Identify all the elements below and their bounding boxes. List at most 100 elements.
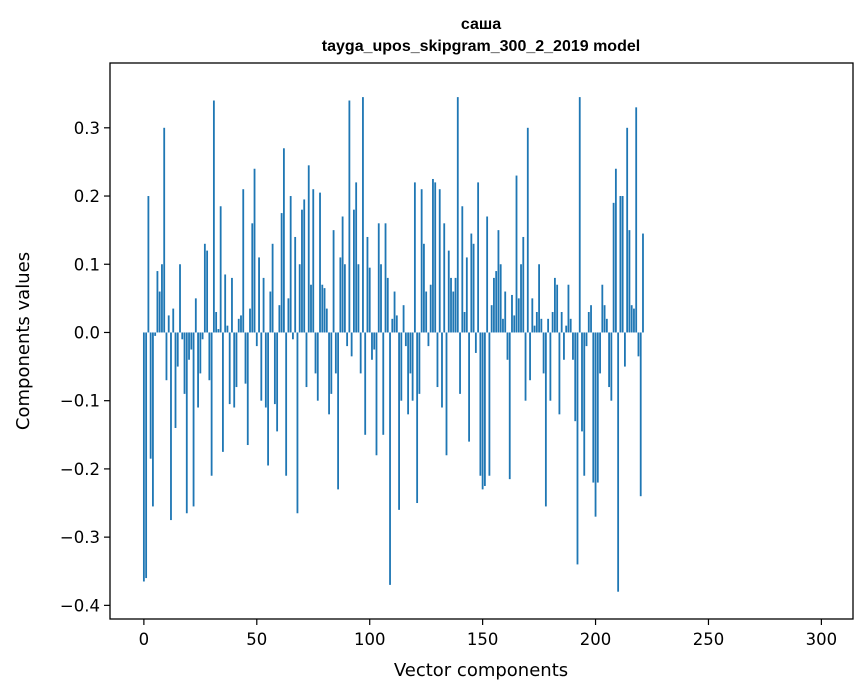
bar [350, 332, 353, 357]
bar [576, 332, 579, 565]
bar [292, 332, 294, 340]
bar [515, 175, 518, 333]
bar [355, 182, 358, 333]
bar [145, 332, 148, 579]
bar [459, 332, 461, 394]
bar [197, 332, 199, 408]
bar [386, 277, 389, 333]
y-tick-label: −0.1 [60, 392, 100, 411]
bar [526, 127, 529, 333]
bar [486, 216, 489, 333]
bar [172, 308, 175, 333]
bar [614, 168, 617, 333]
bar [583, 332, 586, 476]
bar [416, 332, 419, 504]
bar [188, 332, 190, 360]
bar [617, 332, 620, 592]
bar [470, 233, 473, 333]
bar [395, 315, 398, 333]
bar [493, 277, 495, 333]
bar [569, 318, 572, 333]
bar [154, 332, 157, 336]
bar [319, 192, 321, 333]
bar [269, 291, 272, 333]
bar [341, 216, 344, 333]
bar [246, 332, 249, 446]
bar [520, 264, 522, 333]
bar [142, 332, 145, 582]
bar [298, 264, 301, 333]
bar [330, 332, 333, 394]
y-tick-label: 0.0 [74, 323, 100, 342]
bar [490, 305, 493, 333]
bar [185, 332, 188, 514]
bar [287, 298, 290, 333]
bar [249, 308, 251, 333]
bar [434, 182, 437, 333]
bar [366, 236, 369, 333]
bar [404, 332, 407, 347]
bar [264, 332, 267, 408]
bar [637, 332, 640, 357]
x-axis-ticks: 0 50 100 150 200 250 300 [139, 619, 837, 649]
bar [398, 332, 400, 510]
bar [413, 182, 416, 333]
bar [278, 305, 281, 333]
bar [156, 271, 159, 333]
bar [285, 332, 288, 476]
bar [165, 332, 168, 381]
bar [423, 243, 425, 333]
bar [282, 148, 285, 333]
y-tick-label: −0.3 [60, 528, 100, 547]
bar [479, 332, 482, 476]
x-tick-label: 150 [467, 630, 499, 649]
bar [411, 332, 414, 401]
bar [540, 318, 543, 333]
bar [635, 107, 638, 333]
bar [427, 332, 430, 347]
bar [152, 332, 154, 507]
bar [228, 332, 231, 405]
bar [276, 332, 279, 432]
y-tick-label: −0.2 [60, 460, 100, 479]
bar [443, 223, 446, 333]
bar [400, 332, 403, 401]
bar [271, 243, 274, 333]
bar [258, 257, 260, 333]
bar [240, 315, 242, 333]
bar [438, 189, 441, 333]
bar [235, 332, 238, 388]
bar [267, 332, 269, 466]
bar [183, 332, 186, 394]
bar [215, 312, 218, 333]
bar [210, 332, 213, 476]
bar [255, 332, 258, 347]
bar [587, 312, 590, 333]
bar [581, 332, 583, 432]
x-tick-label: 50 [246, 630, 267, 649]
bar [574, 332, 577, 422]
x-tick-label: 250 [693, 630, 725, 649]
bar [447, 250, 450, 333]
bar [147, 196, 150, 333]
bar [163, 127, 166, 333]
bar [630, 305, 633, 333]
bar [407, 332, 410, 415]
bar [488, 332, 491, 476]
y-axis-ticks: −0.4 −0.3 −0.2 −0.1 0.0 0.1 0.2 0.3 [60, 119, 110, 615]
bar [445, 332, 448, 456]
bar [567, 284, 570, 333]
bar [513, 315, 516, 333]
bar [481, 332, 484, 490]
y-tick-label: 0.1 [74, 255, 100, 274]
bar [224, 274, 227, 333]
bar [585, 332, 588, 347]
bar [619, 196, 622, 333]
bar [289, 196, 292, 333]
bar [477, 182, 480, 333]
bar [237, 318, 240, 333]
x-tick-label: 0 [139, 630, 150, 649]
bar [231, 277, 233, 333]
bar [608, 332, 610, 388]
